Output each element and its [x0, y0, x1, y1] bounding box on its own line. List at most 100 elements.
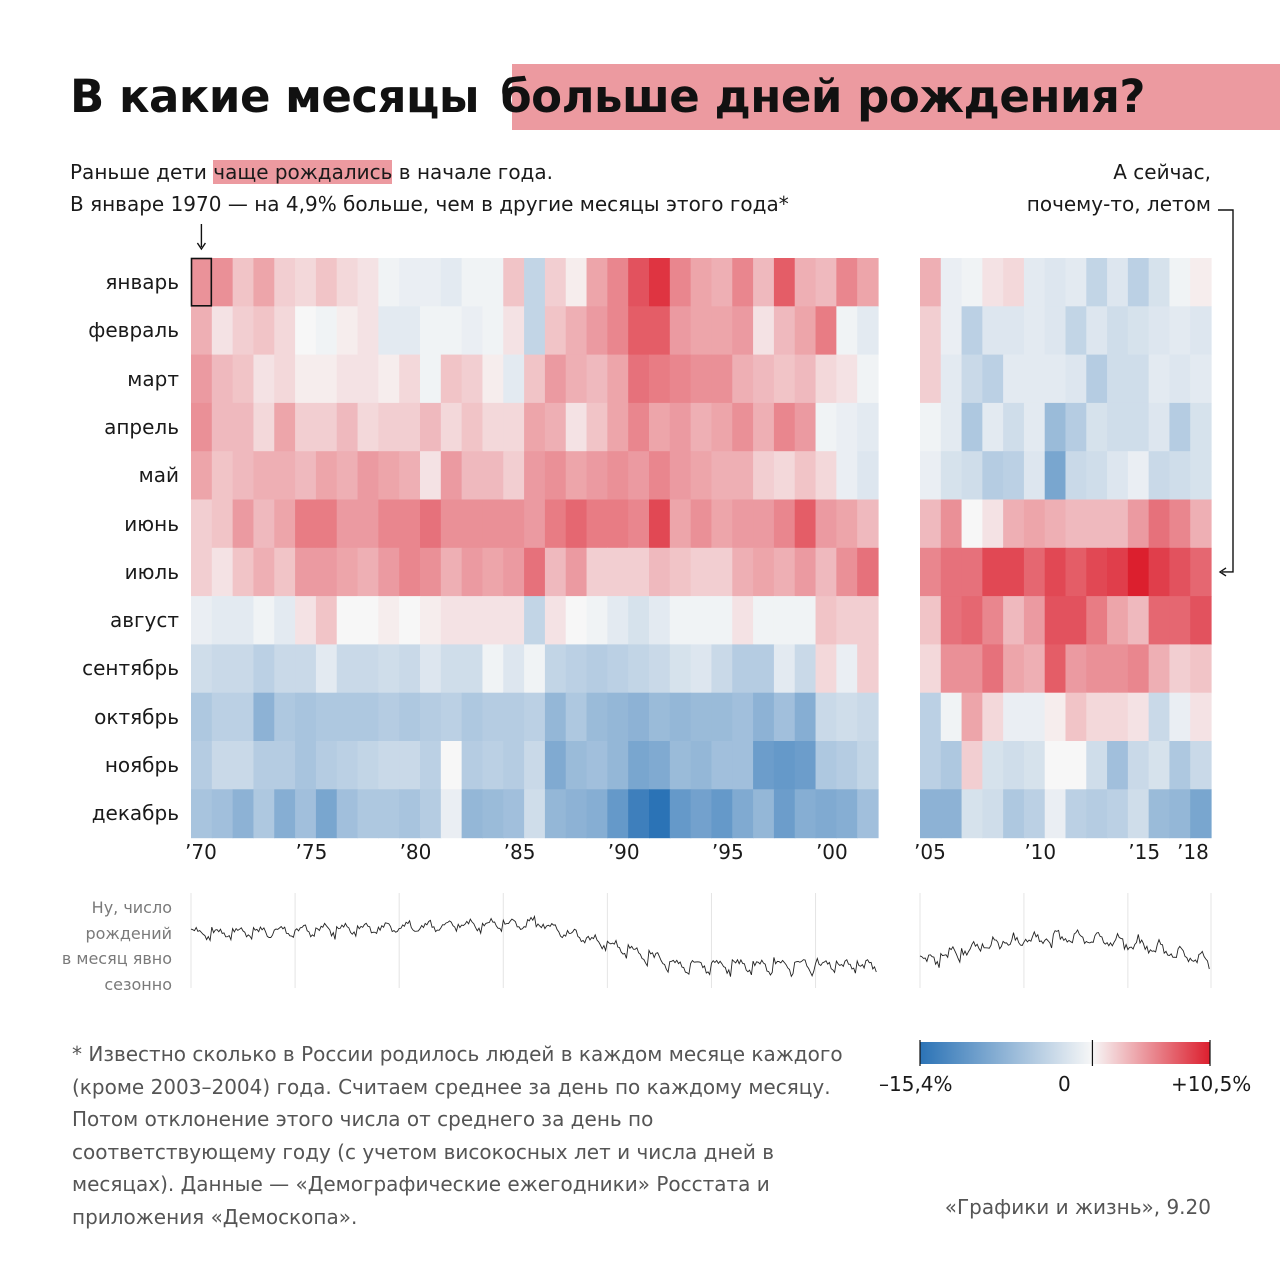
heat-cell	[836, 306, 858, 356]
heat-cell	[649, 596, 671, 645]
heat-cell	[295, 402, 317, 452]
heat-cell	[690, 451, 713, 501]
heat-cell	[336, 306, 359, 356]
heat-cell	[503, 644, 525, 694]
heat-cell	[857, 499, 879, 549]
heat-cell	[920, 547, 942, 597]
heat-cell	[732, 596, 754, 645]
heat-cell	[753, 499, 775, 549]
heat-cell	[211, 692, 234, 742]
heat-cell	[1086, 547, 1108, 597]
legend-gradient-bar	[920, 1042, 1210, 1064]
heat-cell	[815, 258, 837, 307]
heat-cell	[399, 789, 421, 839]
heat-cell	[357, 596, 379, 645]
heat-cell	[378, 741, 400, 790]
highlight-box	[190, 257, 213, 307]
heat-cell	[378, 354, 400, 404]
heat-cell	[1169, 789, 1191, 839]
heat-cell	[440, 644, 463, 694]
heat-cell	[815, 547, 837, 597]
heat-cell	[1190, 354, 1212, 404]
month-label: июнь	[124, 511, 179, 536]
heat-cell	[295, 451, 317, 501]
heat-cell	[461, 354, 484, 404]
heat-cell	[649, 258, 671, 307]
heat-cell	[1065, 499, 1087, 549]
heat-cell	[1169, 499, 1191, 549]
heat-cell	[628, 354, 650, 404]
heat-cell	[544, 596, 567, 645]
heat-cell	[628, 306, 650, 356]
heat-cell	[1127, 451, 1150, 501]
title-plain: В какие месяцы	[70, 70, 480, 123]
heat-cell	[503, 741, 525, 790]
heat-cell	[1044, 644, 1067, 694]
heat-cell	[295, 741, 317, 790]
heat-cell	[378, 547, 400, 597]
heat-cell	[649, 741, 671, 790]
heat-cell	[232, 644, 255, 694]
month-label: май	[138, 463, 179, 488]
heat-cell	[440, 741, 463, 790]
heat-cell	[420, 451, 442, 501]
heat-cell	[1169, 306, 1191, 356]
heat-cell	[1003, 258, 1025, 307]
heat-cell	[711, 741, 733, 790]
heat-cell	[753, 402, 775, 452]
heat-cell	[1127, 354, 1150, 404]
heat-cell	[315, 741, 338, 790]
heat-cell	[711, 451, 733, 501]
heat-cell	[544, 402, 567, 452]
heat-cell	[690, 789, 713, 839]
year-tick-label: ’80	[399, 840, 432, 864]
heat-cell	[836, 596, 858, 645]
legend-zero-label: 0	[1058, 1072, 1071, 1096]
heat-cell	[544, 451, 567, 501]
heat-cell	[607, 596, 629, 645]
heat-cell	[920, 596, 942, 645]
heat-cell	[1003, 547, 1025, 597]
sparkline-note-line: в месяц явно	[61, 949, 172, 968]
heat-cell	[649, 354, 671, 404]
heat-cell	[274, 258, 296, 307]
heat-cell	[1086, 596, 1108, 645]
heat-cell	[1169, 547, 1191, 597]
heat-cell	[586, 258, 608, 307]
heat-cell	[836, 547, 858, 597]
heat-cell	[1023, 258, 1046, 307]
heat-cell	[753, 741, 775, 790]
heat-cell	[1065, 402, 1087, 452]
heat-cell	[565, 354, 588, 404]
heat-cell	[940, 547, 963, 597]
heat-cell	[940, 354, 963, 404]
heat-cell	[836, 258, 858, 307]
heat-cell	[461, 258, 484, 307]
heat-cell	[794, 644, 817, 694]
heat-cell	[524, 547, 546, 597]
heat-cell	[920, 692, 942, 742]
heat-cell	[753, 789, 775, 839]
heat-cell	[336, 547, 359, 597]
heat-cell	[649, 499, 671, 549]
heat-cell	[1003, 596, 1025, 645]
heat-cell	[1148, 547, 1171, 597]
heat-cell	[1044, 402, 1067, 452]
heat-cell	[1148, 306, 1171, 356]
heat-cell	[1003, 306, 1025, 356]
heat-cell	[274, 402, 296, 452]
heat-cell	[773, 402, 796, 452]
heat-cell	[232, 354, 255, 404]
heat-cell	[628, 402, 650, 452]
heat-cell	[586, 547, 608, 597]
heat-cell	[649, 451, 671, 501]
heat-cell	[669, 547, 692, 597]
heat-cell	[524, 596, 546, 645]
heat-cell	[1127, 547, 1150, 597]
heat-cell	[773, 354, 796, 404]
heat-cell	[857, 596, 879, 645]
heat-cell	[586, 499, 608, 549]
heat-cell	[982, 547, 1004, 597]
subtitle-left-line2: В январе 1970 — на 4,9% больше, чем в др…	[70, 192, 789, 216]
heat-cell	[357, 547, 379, 597]
